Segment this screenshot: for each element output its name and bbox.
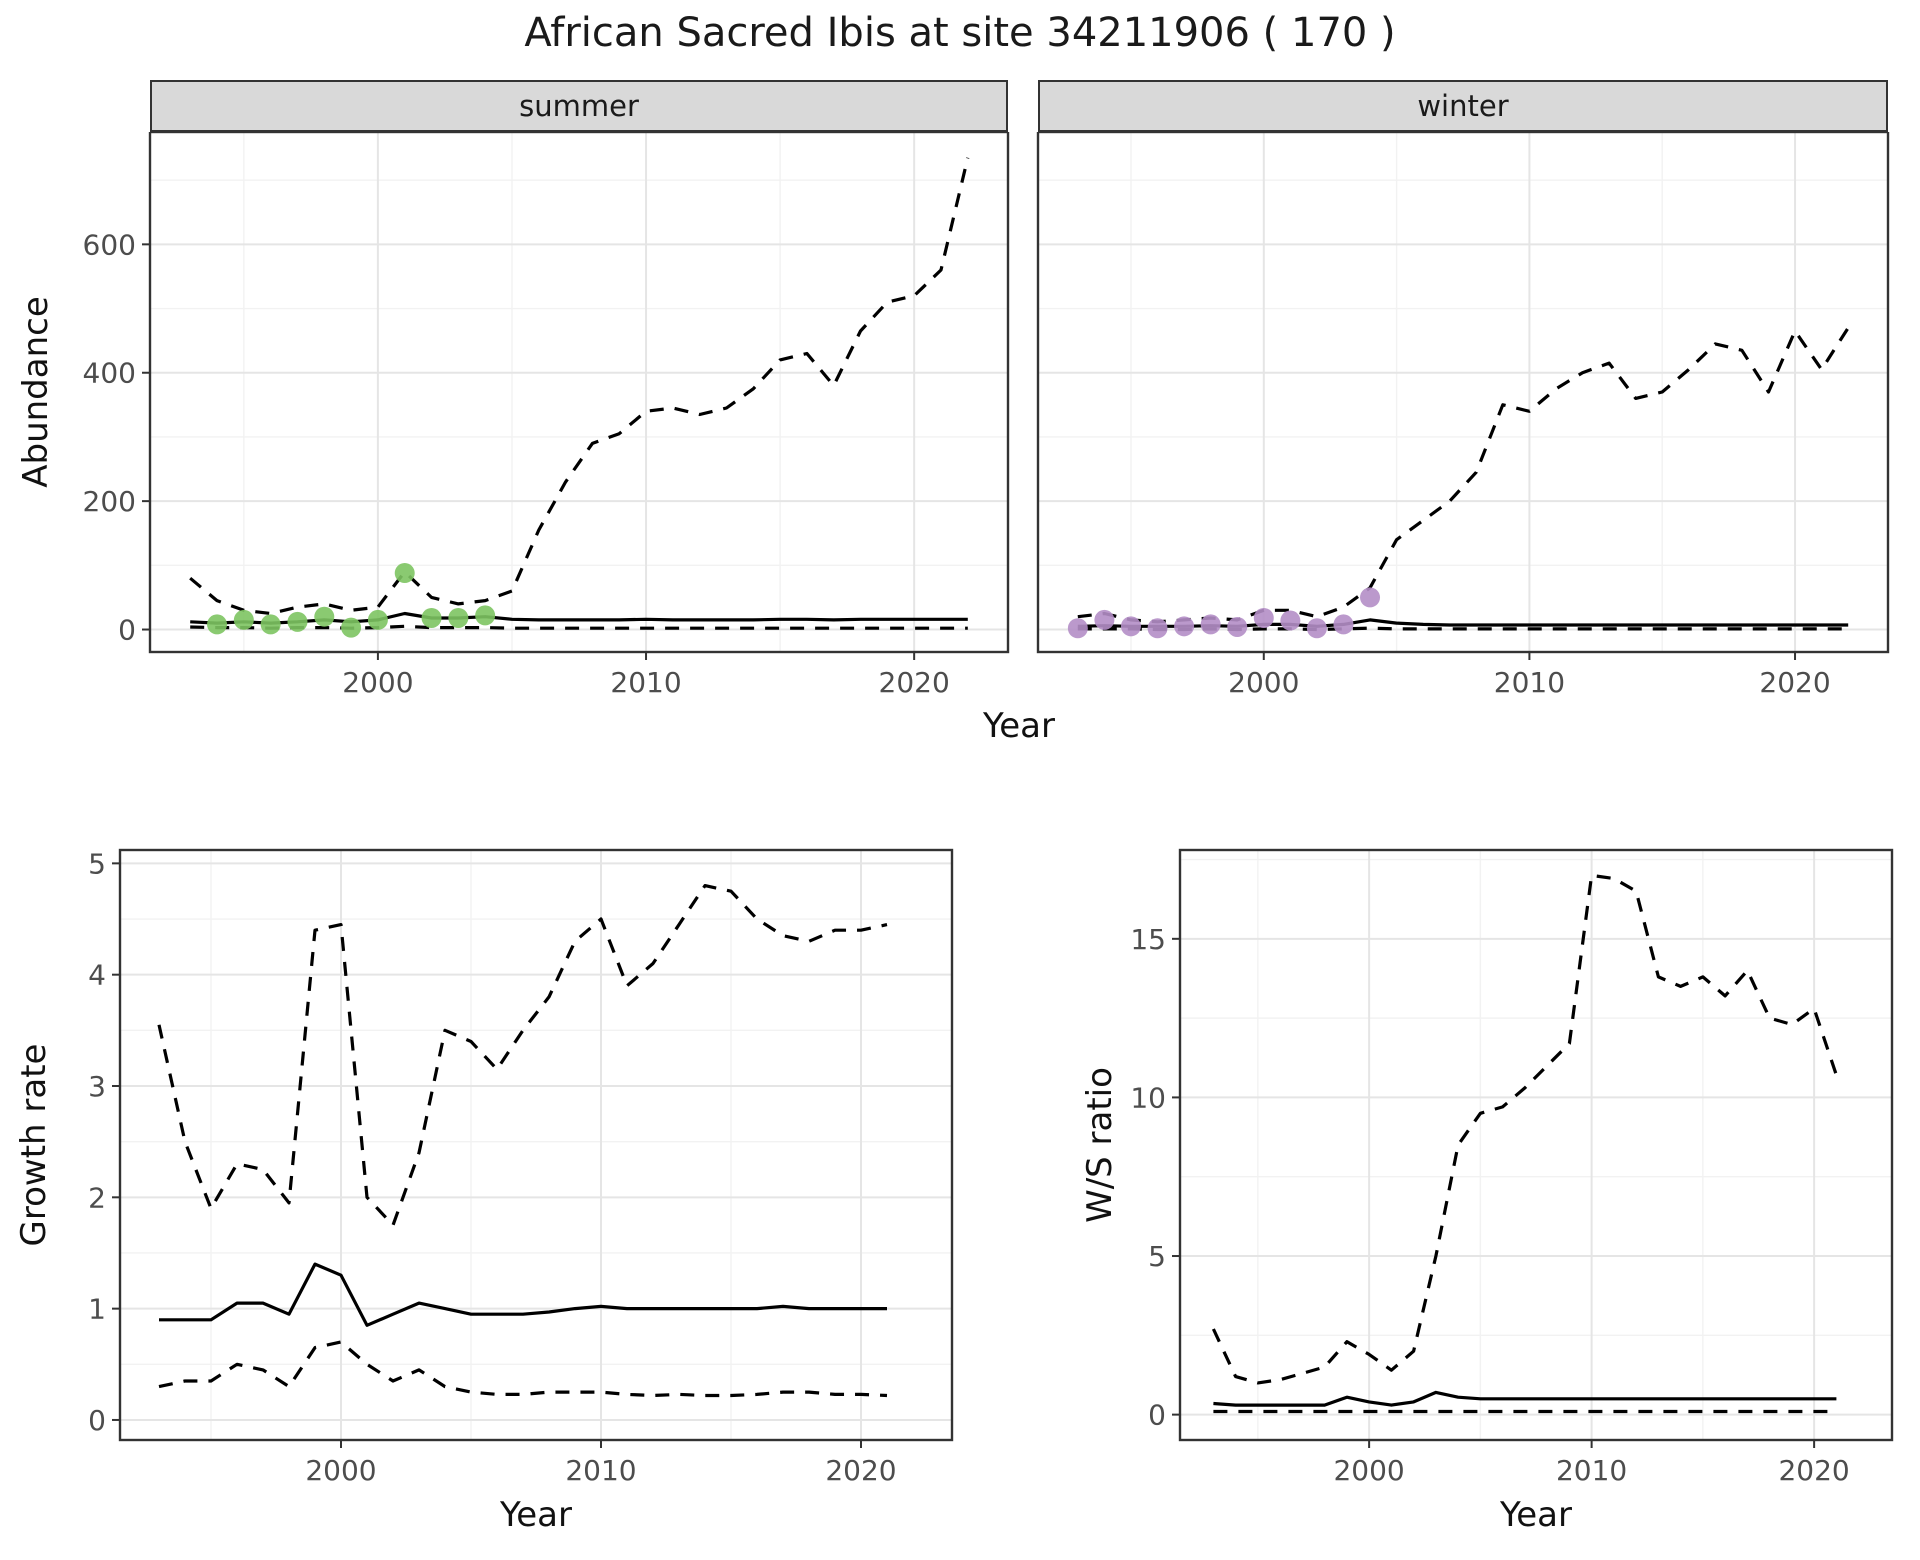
figure-title: African Sacred Ibis at site 34211906 ( 1… bbox=[524, 10, 1396, 56]
svg-text:2000: 2000 bbox=[342, 666, 413, 699]
svg-text:2010: 2010 bbox=[565, 1454, 636, 1487]
panel-abundance-winter: 2000 2010 2020 bbox=[1030, 130, 1900, 702]
panel-ws-ratio: 2000 2010 2020 0 5 10 15 bbox=[1080, 845, 1900, 1495]
svg-text:2000: 2000 bbox=[1333, 1454, 1404, 1487]
svg-text:2000: 2000 bbox=[1228, 666, 1299, 699]
svg-text:2010: 2010 bbox=[1556, 1454, 1627, 1487]
svg-text:2010: 2010 bbox=[610, 666, 681, 699]
svg-text:2010: 2010 bbox=[1494, 666, 1565, 699]
svg-text:4: 4 bbox=[88, 959, 106, 992]
svg-text:15: 15 bbox=[1130, 923, 1166, 956]
svg-text:1: 1 bbox=[88, 1293, 106, 1326]
year-axis-label-bottom-right: Year bbox=[1500, 1495, 1572, 1535]
panel-abundance-summer: 2000 2010 2020 0 200 400 600 bbox=[70, 130, 1010, 702]
svg-text:5: 5 bbox=[88, 847, 106, 880]
svg-text:3: 3 bbox=[88, 1070, 106, 1103]
svg-text:2000: 2000 bbox=[305, 1454, 376, 1487]
svg-text:600: 600 bbox=[83, 228, 136, 261]
svg-text:200: 200 bbox=[83, 485, 136, 518]
svg-text:0: 0 bbox=[1148, 1399, 1166, 1432]
facet-strip-winter-label: winter bbox=[1417, 89, 1509, 123]
facet-strip-summer: summer bbox=[150, 80, 1008, 132]
year-axis-label-top: Year bbox=[983, 706, 1055, 746]
svg-text:2020: 2020 bbox=[879, 666, 950, 699]
year-axis-label-bottom-left: Year bbox=[500, 1495, 572, 1535]
abundance-axis-label: Abundance bbox=[16, 296, 56, 488]
facet-strip-winter: winter bbox=[1038, 80, 1888, 132]
svg-text:2: 2 bbox=[88, 1181, 106, 1214]
panel-growth-rate: 2000 2010 2020 0 1 2 3 4 5 bbox=[30, 845, 960, 1495]
svg-text:5: 5 bbox=[1148, 1240, 1166, 1273]
svg-text:0: 0 bbox=[118, 614, 136, 647]
svg-text:2020: 2020 bbox=[825, 1454, 896, 1487]
svg-text:2020: 2020 bbox=[1759, 666, 1830, 699]
facet-strip-summer-label: summer bbox=[519, 89, 639, 123]
svg-text:0: 0 bbox=[88, 1404, 106, 1437]
svg-text:10: 10 bbox=[1130, 1081, 1166, 1114]
svg-text:2020: 2020 bbox=[1778, 1454, 1849, 1487]
svg-text:400: 400 bbox=[83, 357, 136, 390]
